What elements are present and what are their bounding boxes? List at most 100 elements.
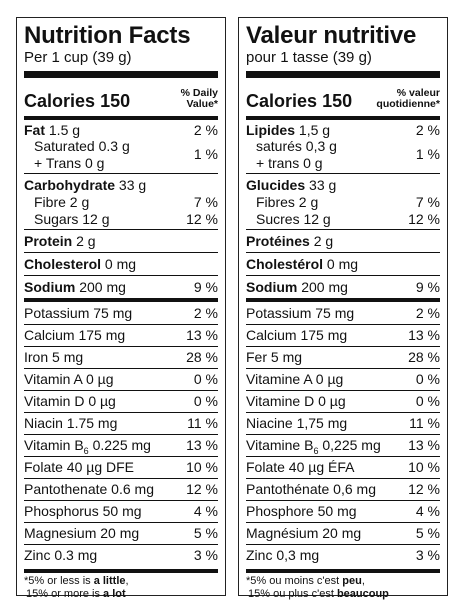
thin-rule: [24, 434, 218, 435]
mineral-dv: 13 %: [408, 327, 440, 343]
serving-size: Per 1 cup (39 g): [24, 49, 132, 66]
medium-rule: [246, 298, 440, 302]
thin-rule: [246, 522, 440, 523]
calories-line: Calories 150: [24, 91, 131, 111]
thin-rule: [246, 324, 440, 325]
thin-rule: [24, 229, 218, 230]
thin-rule: [24, 275, 218, 276]
mineral-dv: 28 %: [186, 349, 218, 365]
mineral-label: Vitamine A 0 µg: [246, 371, 344, 387]
mineral-dv: 4 %: [415, 503, 440, 519]
thin-rule: [246, 390, 440, 391]
thin-rule: [24, 346, 218, 347]
mineral-dv: 2 %: [193, 305, 218, 321]
footnote-line-1: *5% or less is a little,: [24, 575, 129, 587]
mineral-dv: 13 %: [186, 327, 218, 343]
thin-rule: [24, 478, 218, 479]
mineral-dv: 28 %: [408, 349, 440, 365]
thin-rule: [246, 434, 440, 435]
nutrition-facts-panel-en: Nutrition Facts Per 1 cup (39 g) Calorie…: [16, 17, 226, 600]
mineral-dv: 5 %: [193, 525, 218, 541]
thick-rule: [246, 71, 440, 78]
panel-title: Valeur nutritive: [246, 22, 417, 49]
mineral-dv: 0 %: [193, 393, 218, 409]
mineral-dv: 13 %: [186, 437, 218, 453]
mineral-label: Niacin 1.75 mg: [24, 415, 118, 431]
footnote-line-1: *5% ou moins c'est peu,: [246, 575, 365, 587]
thin-rule: [24, 368, 218, 369]
mineral-label: Magnesium 20 mg: [24, 525, 140, 541]
mineral-label: Phosphorus 50 mg: [24, 503, 142, 519]
footnote-line-2: 15% or more is a lot: [26, 588, 126, 600]
mineral-label: Vitamine D 0 µg: [246, 393, 346, 409]
serving-size: pour 1 tasse (39 g): [246, 49, 372, 66]
daily-value-header: % valeur quotidienne*: [376, 87, 440, 110]
thin-rule: [246, 544, 440, 545]
mineral-dv: 0 %: [415, 393, 440, 409]
thin-rule: [24, 173, 218, 174]
calories-line: Calories 150: [246, 91, 353, 111]
mineral-label: Fer 5 mg: [246, 349, 303, 365]
mineral-label: Vitamin A 0 µg: [24, 371, 114, 387]
mineral-label: Calcium 175 mg: [246, 327, 348, 343]
footnote-line-2: 15% ou plus c'est beaucoup: [248, 588, 389, 600]
mineral-label: Potassium 75 mg: [246, 305, 355, 321]
thin-rule: [24, 412, 218, 413]
mineral-dv: 11 %: [409, 415, 440, 431]
mineral-dv: 3 %: [193, 547, 218, 563]
medium-rule: [246, 569, 440, 573]
thin-rule: [24, 456, 218, 457]
thin-rule: [246, 412, 440, 413]
mineral-label: Magnésium 20 mg: [246, 525, 362, 541]
thin-rule: [246, 275, 440, 276]
thin-rule: [24, 390, 218, 391]
mineral-label: Vitamin B6 0.225 mg: [24, 437, 151, 456]
mineral-dv: 4 %: [193, 503, 218, 519]
mineral-dv: 3 %: [415, 547, 440, 563]
mineral-label: Vitamine B6 0,225 mg: [246, 437, 381, 456]
mineral-label: Iron 5 mg: [24, 349, 84, 365]
thin-rule: [24, 500, 218, 501]
thin-rule: [246, 500, 440, 501]
mineral-label: Folate 40 µg ÉFA: [246, 459, 355, 475]
mineral-dv: 12 %: [408, 481, 440, 497]
thin-rule: [24, 522, 218, 523]
thin-rule: [24, 252, 218, 253]
mineral-label: Potassium 75 mg: [24, 305, 133, 321]
mineral-label: Calcium 175 mg: [24, 327, 126, 343]
mineral-label: Folate 40 µg DFE: [24, 459, 135, 475]
mineral-dv: 0 %: [415, 371, 440, 387]
nutrition-facts-panel-fr: Valeur nutritive pour 1 tasse (39 g) Cal…: [238, 17, 448, 600]
thin-rule: [24, 324, 218, 325]
mineral-dv: 0 %: [193, 371, 218, 387]
medium-rule: [246, 116, 440, 120]
medium-rule: [24, 298, 218, 302]
thin-rule: [246, 229, 440, 230]
mineral-dv: 10 %: [408, 459, 440, 475]
medium-rule: [24, 116, 218, 120]
mineral-label: Pantothénate 0,6 mg: [246, 481, 376, 497]
mineral-dv: 10 %: [186, 459, 218, 475]
mineral-label: Vitamin D 0 µg: [24, 393, 116, 409]
panel-title: Nutrition Facts: [24, 22, 191, 49]
mineral-dv: 11 %: [187, 415, 218, 431]
thin-rule: [246, 346, 440, 347]
mineral-dv: 12 %: [186, 481, 218, 497]
mineral-label: Phosphore 50 mg: [246, 503, 357, 519]
daily-value-header: % Daily Value*: [180, 87, 218, 110]
mineral-dv: 5 %: [415, 525, 440, 541]
mineral-label: Zinc 0,3 mg: [246, 547, 320, 563]
mineral-label: Niacine 1,75 mg: [246, 415, 348, 431]
mineral-dv: 13 %: [408, 437, 440, 453]
thick-rule: [24, 71, 218, 78]
thin-rule: [246, 173, 440, 174]
mineral-label: Zinc 0.3 mg: [24, 547, 98, 563]
thin-rule: [246, 368, 440, 369]
thin-rule: [246, 456, 440, 457]
mineral-label: Pantothenate 0.6 mg: [24, 481, 154, 497]
thin-rule: [246, 478, 440, 479]
mineral-dv: 2 %: [415, 305, 440, 321]
thin-rule: [246, 252, 440, 253]
thin-rule: [24, 544, 218, 545]
medium-rule: [24, 569, 218, 573]
